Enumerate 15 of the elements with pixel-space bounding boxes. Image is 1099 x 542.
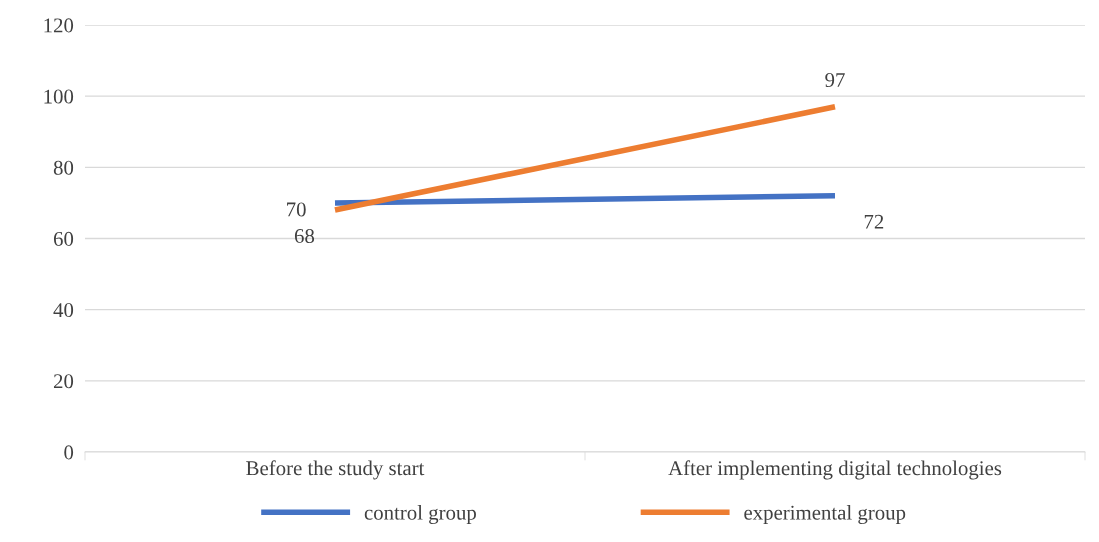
y-tick-label: 60 <box>53 231 74 246</box>
data-label: 72 <box>864 214 884 229</box>
x-tick-label: After implementing digital technologies <box>668 460 1002 480</box>
legend-label: experimental group <box>744 505 906 524</box>
y-tick-label: 100 <box>44 89 74 104</box>
data-label: 68 <box>294 228 315 244</box>
y-tick-label: 40 <box>53 303 74 318</box>
y-tick-label: 120 <box>44 18 74 33</box>
y-tick-label: 0 <box>64 445 74 460</box>
x-tick-label: Before the study start <box>246 460 425 480</box>
data-label: 97 <box>825 73 845 88</box>
legend-label: control group <box>364 505 476 524</box>
data-label: 70 <box>287 202 306 217</box>
y-tick-label: 20 <box>53 374 74 389</box>
y-tick-label: 80 <box>53 160 74 175</box>
